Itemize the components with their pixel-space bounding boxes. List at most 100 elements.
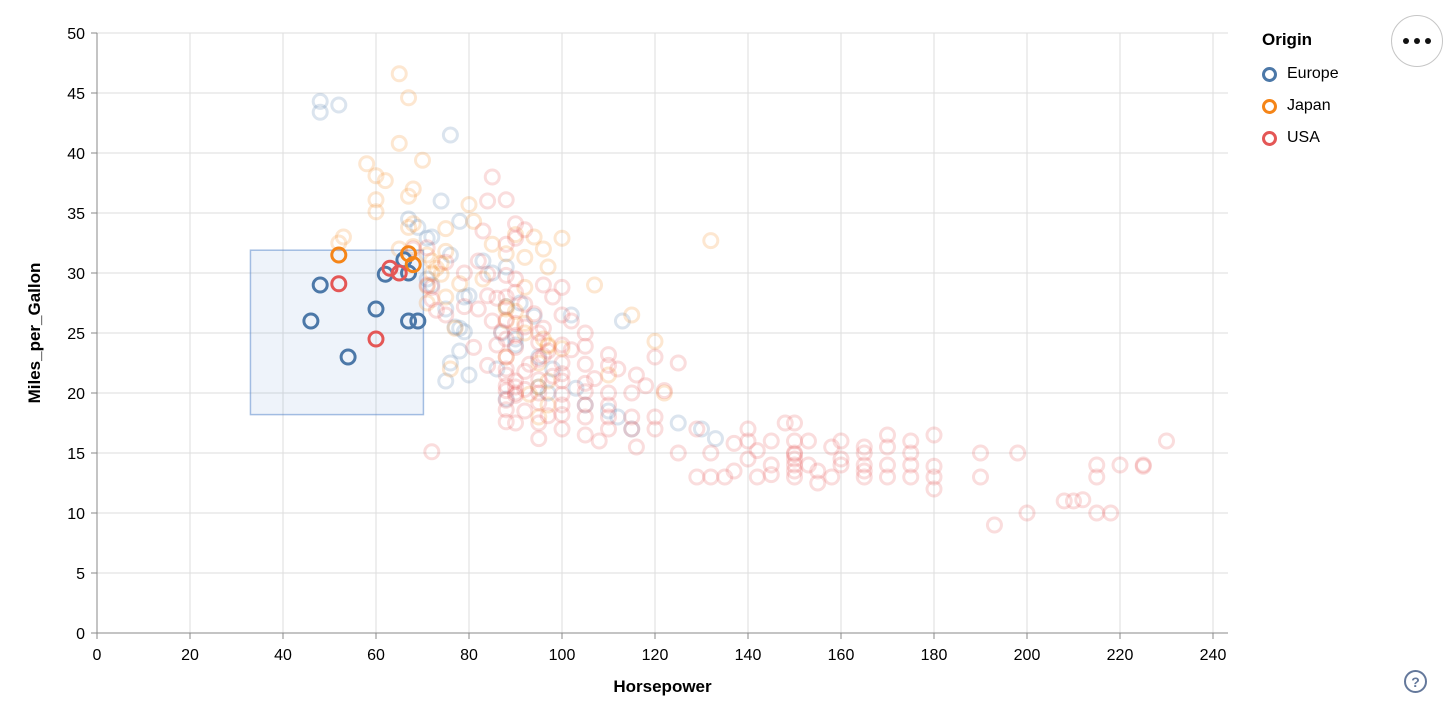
data-point[interactable] xyxy=(902,468,920,486)
data-point[interactable] xyxy=(497,298,515,316)
data-point[interactable] xyxy=(688,468,706,486)
data-point[interactable] xyxy=(497,288,515,306)
data-point[interactable] xyxy=(516,324,534,342)
data-point[interactable] xyxy=(823,468,841,486)
data-point[interactable] xyxy=(437,220,455,238)
data-point[interactable] xyxy=(609,408,627,426)
data-point[interactable] xyxy=(855,456,873,474)
data-point[interactable] xyxy=(786,462,803,480)
data-point[interactable] xyxy=(530,354,548,372)
data-point[interactable] xyxy=(539,337,557,355)
data-point[interactable] xyxy=(553,396,571,414)
data-point[interactable] xyxy=(530,324,548,342)
data-point[interactable] xyxy=(446,319,464,337)
data-point[interactable] xyxy=(586,370,604,388)
data-point[interactable] xyxy=(902,432,920,450)
data-point[interactable] xyxy=(576,355,594,373)
data-point[interactable] xyxy=(507,338,524,356)
data-point[interactable] xyxy=(451,212,469,230)
data-point[interactable] xyxy=(539,342,557,360)
data-point[interactable] xyxy=(474,222,492,240)
data-point[interactable] xyxy=(400,218,418,236)
data-point[interactable] xyxy=(479,265,497,283)
data-point[interactable] xyxy=(762,466,780,484)
data-point[interactable] xyxy=(530,430,548,448)
data-point[interactable] xyxy=(507,283,524,301)
data-point[interactable] xyxy=(507,314,524,332)
data-point[interactable] xyxy=(469,300,487,318)
data-point[interactable] xyxy=(799,456,817,474)
data-point[interactable] xyxy=(786,432,803,450)
data-point[interactable] xyxy=(786,456,803,474)
data-point[interactable] xyxy=(776,414,794,432)
data-point[interactable] xyxy=(507,378,524,396)
data-point[interactable] xyxy=(530,371,548,389)
data-point[interactable] xyxy=(786,444,803,462)
data-point[interactable] xyxy=(516,314,534,332)
data-point[interactable] xyxy=(516,380,534,398)
data-point[interactable] xyxy=(623,420,641,438)
data-point[interactable] xyxy=(516,248,534,266)
data-point[interactable] xyxy=(441,354,459,372)
data-point[interactable] xyxy=(507,215,524,233)
data-point[interactable] xyxy=(553,229,571,247)
data-point[interactable] xyxy=(520,385,538,403)
data-point[interactable] xyxy=(623,420,641,438)
data-point[interactable] xyxy=(423,252,441,270)
data-point[interactable] xyxy=(688,420,706,438)
data-point[interactable] xyxy=(567,379,585,397)
data-point[interactable] xyxy=(534,330,552,348)
data-point[interactable] xyxy=(465,338,483,356)
data-point[interactable] xyxy=(539,407,557,425)
data-point[interactable] xyxy=(507,229,524,247)
data-point[interactable] xyxy=(902,456,920,474)
data-point[interactable] xyxy=(358,155,376,173)
data-point[interactable] xyxy=(600,366,617,384)
data-point[interactable] xyxy=(497,360,515,378)
data-point[interactable] xyxy=(437,242,455,260)
data-point[interactable] xyxy=(460,196,478,214)
data-point[interactable] xyxy=(483,312,501,330)
data-point-selected[interactable] xyxy=(330,246,348,264)
data-point[interactable] xyxy=(739,450,757,468)
data-point[interactable] xyxy=(511,294,529,312)
data-point[interactable] xyxy=(367,167,385,185)
data-point[interactable] xyxy=(627,366,645,384)
data-point[interactable] xyxy=(483,235,501,253)
data-point-selected[interactable] xyxy=(381,259,399,277)
data-point[interactable] xyxy=(762,432,780,450)
data-point[interactable] xyxy=(600,402,617,420)
data-point[interactable] xyxy=(1018,504,1036,522)
data-point[interactable] xyxy=(497,266,515,284)
data-point[interactable] xyxy=(441,246,459,264)
data-point[interactable] xyxy=(525,228,543,246)
data-point[interactable] xyxy=(516,221,534,239)
data-point[interactable] xyxy=(553,385,571,403)
data-point[interactable] xyxy=(534,347,552,365)
data-point[interactable] xyxy=(1111,456,1129,474)
data-point[interactable] xyxy=(702,468,720,486)
data-point[interactable] xyxy=(613,312,631,330)
data-point[interactable] xyxy=(460,287,478,305)
data-point[interactable] xyxy=(418,246,436,264)
data-point-selected[interactable] xyxy=(409,312,427,330)
data-point[interactable] xyxy=(748,442,766,460)
data-point[interactable] xyxy=(479,192,497,210)
data-point[interactable] xyxy=(493,323,511,341)
data-point[interactable] xyxy=(497,245,515,263)
data-point-selected[interactable] xyxy=(302,312,320,330)
legend-item-usa[interactable]: USA xyxy=(1262,122,1339,154)
data-point[interactable] xyxy=(832,456,850,474)
data-point[interactable] xyxy=(985,516,1003,534)
data-point[interactable] xyxy=(516,295,534,313)
brush-selection-rect[interactable] xyxy=(249,249,425,416)
data-point[interactable] xyxy=(437,300,455,318)
data-point[interactable] xyxy=(1065,492,1082,510)
data-point[interactable] xyxy=(576,374,594,392)
data-point-selected[interactable] xyxy=(367,300,385,318)
data-point[interactable] xyxy=(576,337,594,355)
data-point[interactable] xyxy=(646,332,664,350)
data-point[interactable] xyxy=(404,240,422,258)
data-point[interactable] xyxy=(400,210,418,228)
